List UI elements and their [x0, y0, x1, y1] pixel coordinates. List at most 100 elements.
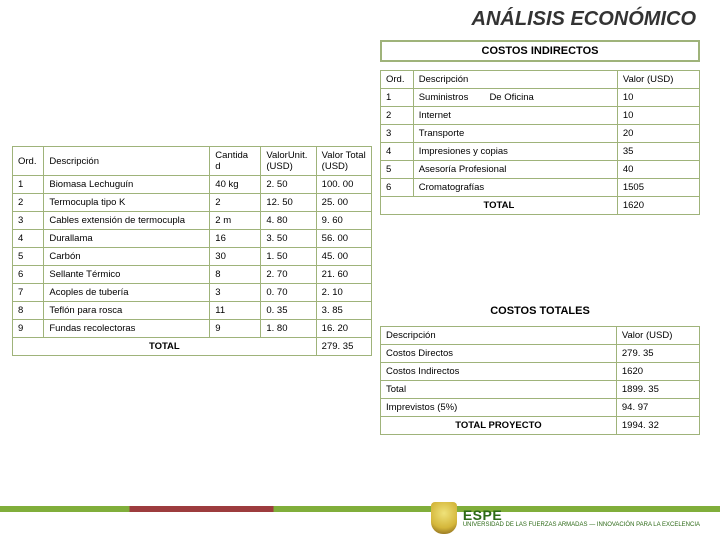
col-val: Valor (USD)	[617, 71, 699, 89]
table-row: 5Carbón301. 5045. 00	[13, 248, 372, 266]
indirect-costs-table: Ord. Descripción Valor (USD) 1Suministro…	[380, 70, 700, 215]
table-row: 1Suministros De Oficina10	[381, 89, 700, 107]
cell: 6	[13, 266, 44, 284]
cell: 9. 60	[316, 212, 371, 230]
cell: Suministros De Oficina	[413, 89, 617, 107]
table-row: 3Cables extensión de termocupla2 m4. 809…	[13, 212, 372, 230]
direct-costs-table: Ord. Descripción Cantida d ValorUnit. (U…	[12, 146, 372, 356]
cell: 9	[210, 320, 261, 338]
table-row: 8Teflón para rosca110. 353. 85	[13, 302, 372, 320]
cell: 3. 85	[316, 302, 371, 320]
cell: Fundas recolectoras	[44, 320, 210, 338]
cell: 3. 50	[261, 230, 316, 248]
cell: 3	[381, 125, 414, 143]
table-row: 6Cromatografías1505	[381, 179, 700, 197]
cell: 25. 00	[316, 194, 371, 212]
cell: 4	[381, 143, 414, 161]
cell: Biomasa Lechuguín	[44, 176, 210, 194]
cell: 16. 20	[316, 320, 371, 338]
cell: 40	[617, 161, 699, 179]
table-row: 7Acoples de tubería30. 702. 10	[13, 284, 372, 302]
cell: Durallama	[44, 230, 210, 248]
cell: 2 m	[210, 212, 261, 230]
table-row-total: TOTAL1620	[381, 197, 700, 215]
cell: 5	[381, 161, 414, 179]
table-row: 9Fundas recolectoras91. 8016. 20	[13, 320, 372, 338]
cell: 2. 50	[261, 176, 316, 194]
col-val: Valor (USD)	[616, 327, 699, 345]
cell: 9	[13, 320, 44, 338]
cell: Imprevistos (5%)	[381, 399, 617, 417]
cell: Total	[381, 381, 617, 399]
table-row: 3Transporte20	[381, 125, 700, 143]
table-row: 1Biomasa Lechuguín40 kg2. 50100. 00	[13, 176, 372, 194]
cell: 5	[13, 248, 44, 266]
cell: 12. 50	[261, 194, 316, 212]
cell: 2	[210, 194, 261, 212]
col-desc: Descripción	[413, 71, 617, 89]
cell: 11	[210, 302, 261, 320]
table-row: 5Asesoría Profesional40	[381, 161, 700, 179]
cell: 8	[13, 302, 44, 320]
cell: 2	[381, 107, 414, 125]
cell: 7	[13, 284, 44, 302]
cell: Cables extensión de termocupla	[44, 212, 210, 230]
cell: 6	[381, 179, 414, 197]
total-value: 279. 35	[316, 338, 371, 356]
cell: Internet	[413, 107, 617, 125]
cell: 1	[381, 89, 414, 107]
col-total: Valor Total (USD)	[316, 147, 371, 176]
cell: 94. 97	[616, 399, 699, 417]
cell: 2. 10	[316, 284, 371, 302]
table-row: 2Internet10	[381, 107, 700, 125]
logo-text: ESPE UNIVERSIDAD DE LAS FUERZAS ARMADAS …	[463, 508, 700, 529]
table-row: Costos Indirectos1620	[381, 363, 700, 381]
cell: 56. 00	[316, 230, 371, 248]
total-value: 1620	[617, 197, 699, 215]
page-title: ANÁLISIS ECONÓMICO	[472, 8, 696, 31]
logo-line2: UNIVERSIDAD DE LAS FUERZAS ARMADAS — INN…	[463, 522, 700, 528]
cell: 45. 00	[316, 248, 371, 266]
cell: 1505	[617, 179, 699, 197]
cell: 2	[13, 194, 44, 212]
cell: Carbón	[44, 248, 210, 266]
total-label: TOTAL	[381, 197, 618, 215]
cell: 3	[210, 284, 261, 302]
cell: 35	[617, 143, 699, 161]
col-cant: Cantida d	[210, 147, 261, 176]
cell: Teflón para rosca	[44, 302, 210, 320]
col-desc: Descripción	[44, 147, 210, 176]
logo-line1: ESPE	[463, 508, 700, 523]
cell: 3	[13, 212, 44, 230]
total-label: TOTAL PROYECTO	[381, 417, 617, 435]
cell: 0. 35	[261, 302, 316, 320]
cell: Impresiones y copias	[413, 143, 617, 161]
col-desc: Descripción	[381, 327, 617, 345]
footer-logo: ESPE UNIVERSIDAD DE LAS FUERZAS ARMADAS …	[431, 502, 700, 534]
cell: 30	[210, 248, 261, 266]
totals-table: Descripción Valor (USD) Costos Directos2…	[380, 326, 700, 435]
cell: 20	[617, 125, 699, 143]
cell: 10	[617, 89, 699, 107]
cell: 10	[617, 107, 699, 125]
table-row: 2Termocupla tipo K212. 5025. 00	[13, 194, 372, 212]
table-row: Total1899. 35	[381, 381, 700, 399]
cell: Transporte	[413, 125, 617, 143]
totals-header: COSTOS TOTALES	[380, 305, 700, 317]
table-row: Imprevistos (5%)94. 97	[381, 399, 700, 417]
table-row-total: TOTAL279. 35	[13, 338, 372, 356]
cell: 16	[210, 230, 261, 248]
cell: 2. 70	[261, 266, 316, 284]
cell: 1. 80	[261, 320, 316, 338]
indirect-costs-header: COSTOS INDIRECTOS	[380, 40, 700, 62]
cell: 1. 50	[261, 248, 316, 266]
table-row: 4Impresiones y copias35	[381, 143, 700, 161]
cell: 1620	[616, 363, 699, 381]
total-label: TOTAL	[13, 338, 317, 356]
cell: Asesoría Profesional	[413, 161, 617, 179]
cell: 1	[13, 176, 44, 194]
table-row: Costos Directos279. 35	[381, 345, 700, 363]
cell: 100. 00	[316, 176, 371, 194]
cell: 0. 70	[261, 284, 316, 302]
table-row-total: TOTAL PROYECTO1994. 32	[381, 417, 700, 435]
